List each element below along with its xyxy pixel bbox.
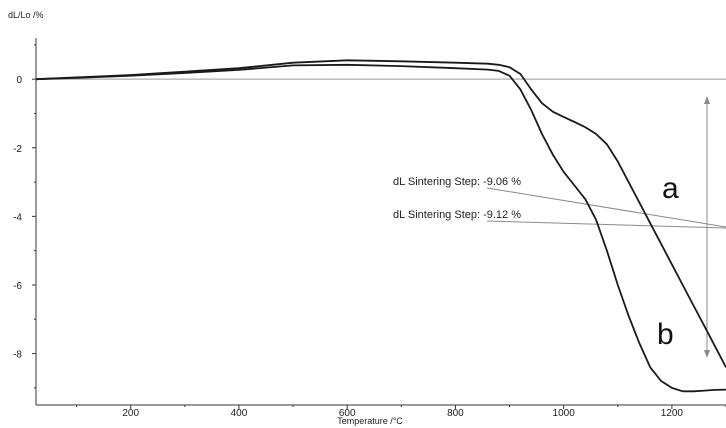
x-tick-label: 800 xyxy=(447,408,464,419)
x-tick-label: 1000 xyxy=(553,408,576,419)
y-tick-label: -6 xyxy=(13,281,22,292)
y-axis-ticks: 0 -2 -4 -6 -8 xyxy=(13,44,36,389)
series-layer xyxy=(35,59,726,393)
y-tick-label: -4 xyxy=(13,212,22,223)
annotation-leader-b xyxy=(486,220,726,229)
curve-label-b: b xyxy=(657,318,674,351)
x-tick-label: 200 xyxy=(122,408,139,419)
arrow-head-bottom xyxy=(704,350,710,358)
y-tick-label: 0 xyxy=(16,75,22,86)
series-line-b xyxy=(35,63,726,393)
x-tick-label: 400 xyxy=(231,408,248,419)
annotation-sintering-step-b: dL Sintering Step: -9.12 % xyxy=(393,209,521,221)
x-tick-label: 1200 xyxy=(661,408,684,419)
curve-label-a: a xyxy=(662,172,679,205)
series-line-a xyxy=(35,59,726,368)
y-tick-label: -8 xyxy=(13,350,22,361)
y-tick-label: -2 xyxy=(13,144,22,155)
y-axis-title: dL/Lo /% xyxy=(8,10,44,20)
annotation-sintering-step-a: dL Sintering Step: -9.06 % xyxy=(393,176,521,188)
x-axis-title: Temperature /°C xyxy=(337,416,403,426)
x-tick-label: 600 xyxy=(339,408,356,419)
x-axis-ticks: 200 400 600 800 1000 1200 xyxy=(76,405,726,419)
arrow-head-top xyxy=(704,96,710,104)
annotation-leader-a xyxy=(486,187,726,228)
